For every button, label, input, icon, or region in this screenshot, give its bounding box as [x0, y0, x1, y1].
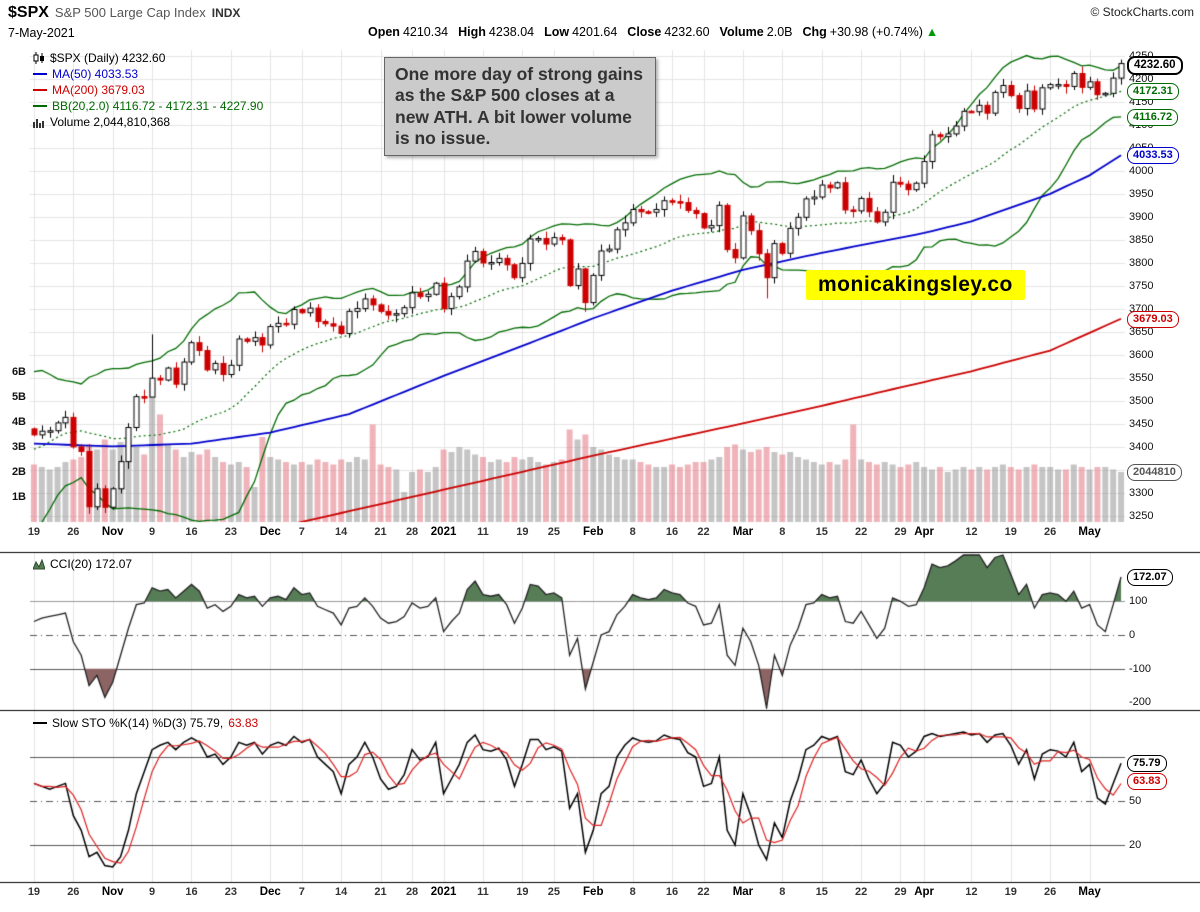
volume-bars-icon — [33, 119, 44, 128]
chart-date: 7-May-2021 — [8, 26, 75, 40]
open-value: 4210.34 — [402, 25, 449, 39]
up-arrow-icon: ▲ — [925, 25, 939, 39]
symbol: $SPX — [8, 4, 49, 21]
legend-ma200: MA(200) 3679.03 — [33, 82, 263, 98]
legend-bb-text: BB(20,2.0) 4116.72 - 4172.31 - 4227.90 — [52, 99, 264, 113]
annotation-text: One more day of strong gains as the S&P … — [395, 64, 643, 149]
exchange-tag: INDX — [211, 6, 241, 20]
annotation-box: One more day of strong gains as the S&P … — [384, 57, 656, 157]
chg-value: +30.98 (+0.74%) — [829, 25, 923, 39]
high-label: High — [458, 25, 486, 39]
close-label: Close — [627, 25, 662, 39]
legend-bb: BB(20,2.0) 4116.72 - 4172.31 - 4227.90 — [33, 98, 263, 114]
open-label: Open — [368, 25, 400, 39]
legend-price-text: $SPX (Daily) 4232.60 — [50, 51, 166, 65]
volume-value: 2.0B — [766, 25, 793, 39]
sto-d-value: 63.83 — [228, 716, 259, 730]
sto-line-icon — [33, 722, 47, 724]
legend-ma50: MA(50) 4033.53 — [33, 66, 263, 82]
high-value: 4238.04 — [488, 25, 535, 39]
low-label: Low — [544, 25, 570, 39]
ma50-line-icon — [33, 73, 47, 75]
legend-volume-text: Volume 2,044,810,368 — [50, 115, 171, 129]
cci-area-icon — [33, 558, 45, 569]
sto-legend-text: Slow STO %K(14) %D(3) 75.79, — [52, 716, 224, 730]
main-chart-legend: $SPX (Daily) 4232.60 MA(50) 4033.53 MA(2… — [33, 50, 263, 130]
sto-legend: Slow STO %K(14) %D(3) 75.79, 63.83 — [33, 716, 258, 730]
close-value: 4232.60 — [664, 25, 710, 39]
watermark-text: monicakingsley.co — [818, 273, 1013, 296]
title-row: $SPX S&P 500 Large Cap Index INDX — [8, 4, 240, 22]
legend-price: $SPX (Daily) 4232.60 — [33, 50, 263, 66]
legend-ma200-text: MA(200) 3679.03 — [52, 83, 145, 97]
candlestick-icon — [33, 52, 44, 64]
chg-label: Chg — [802, 25, 827, 39]
watermark: monicakingsley.co — [806, 270, 1025, 300]
quote-strip: Open 4210.34 High 4238.04 Low 4201.64 Close 423… — [368, 25, 938, 39]
low-value: 4201.64 — [572, 25, 618, 39]
ma200-line-icon — [33, 89, 47, 91]
copyright: © StockCharts.com — [1090, 5, 1194, 19]
legend-volume: Volume 2,044,810,368 — [33, 114, 263, 130]
bb-line-icon — [33, 105, 47, 107]
cci-legend: CCI(20) 172.07 — [33, 557, 132, 571]
legend-ma50-text: MA(50) 4033.53 — [52, 67, 139, 81]
index-name: S&P 500 Large Cap Index — [54, 5, 206, 20]
cci-legend-text: CCI(20) 172.07 — [50, 557, 133, 571]
volume-label: Volume — [719, 25, 764, 39]
